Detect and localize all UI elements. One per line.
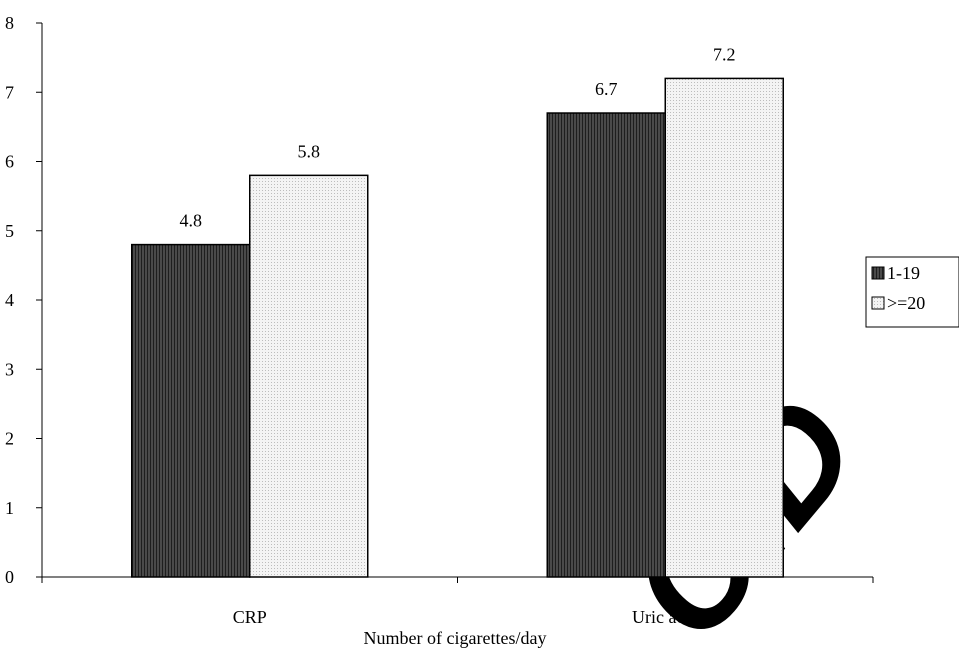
y-tick-label: 1 [5,498,14,518]
bar-series2-1 [664,77,784,578]
x-axis: CRP Uric acid [41,576,874,627]
data-label: 7.2 [713,44,736,64]
bar-series2-0 [249,174,369,578]
category-label: Uric acid [632,607,698,627]
legend: 1-19 >=20 [865,256,959,328]
x-axis-title: Number of cigarettes/day [364,628,547,648]
y-tick-label: 3 [5,359,14,379]
plot-area: 4.8 5.8 6.7 7.2 [131,44,784,578]
legend-swatch [871,266,885,280]
data-label: 5.8 [298,141,321,161]
category-label: CRP [233,607,267,627]
bar-series1-1 [546,112,666,578]
y-tick-label: 7 [5,82,14,102]
y-ticks: 0 1 2 3 4 5 6 7 8 [5,13,42,587]
y-tick-label: 2 [5,429,14,449]
y-tick-label: 0 [5,567,14,587]
x-ticks: CRP Uric acid [41,577,874,627]
y-tick-label: 8 [5,13,14,33]
data-label: 6.7 [595,79,618,99]
data-label: 4.8 [180,211,203,231]
y-tick-label: 6 [5,152,14,172]
y-tick-label: 5 [5,221,14,241]
legend-label: 1-19 [887,263,920,283]
bar-series1-0 [131,243,251,578]
y-axis: 0 1 2 3 4 5 6 7 8 [5,13,43,587]
legend-label: >=20 [887,293,925,313]
legend-swatch [871,296,885,310]
y-tick-label: 4 [5,290,14,310]
